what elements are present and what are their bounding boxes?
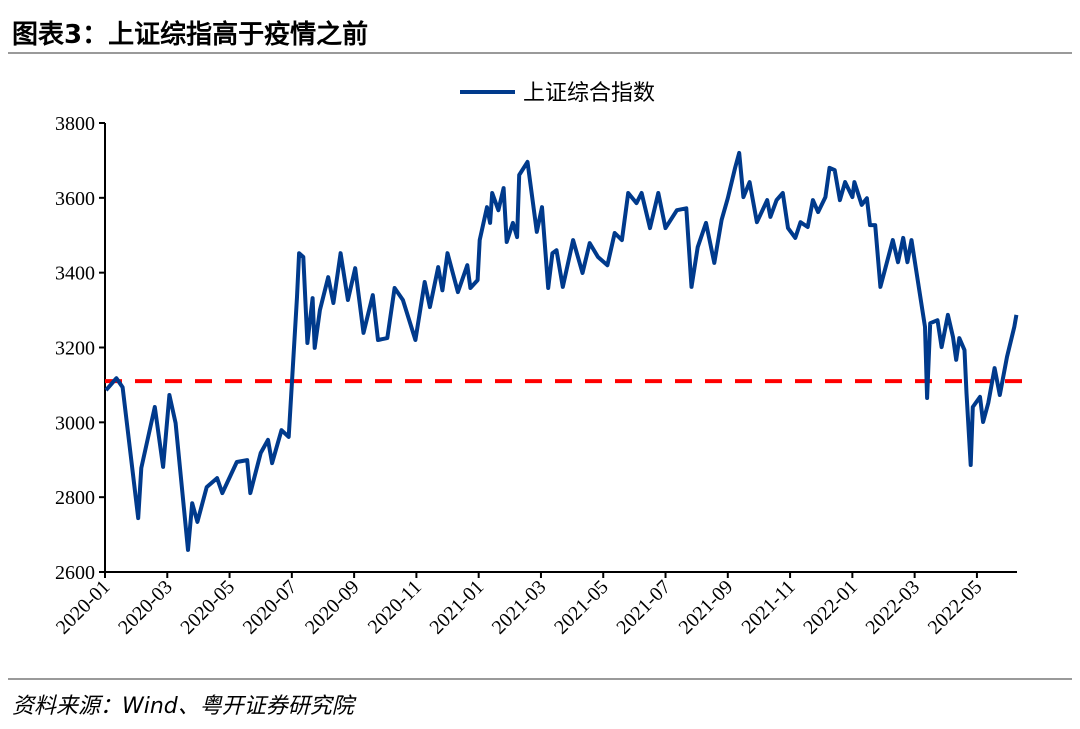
x-tick-label: 2021-07 xyxy=(612,576,675,639)
x-tick-label: 2020-03 xyxy=(114,576,177,639)
figure-title: 图表3：上证综指高于疫情之前 xyxy=(12,20,369,50)
x-tick-label: 2020-05 xyxy=(176,576,239,639)
x-tick-label: 2020-11 xyxy=(364,576,426,638)
y-tick-label: 2800 xyxy=(55,487,95,509)
x-tick-label: 2022-01 xyxy=(799,576,862,639)
x-tick-label: 2021-01 xyxy=(426,576,489,639)
y-tick-label: 3400 xyxy=(55,263,95,285)
source-note: 资料来源：Wind、粤开证券研究院 xyxy=(12,694,354,719)
legend-label: 上证综合指数 xyxy=(523,81,655,106)
x-tick-label: 2020-09 xyxy=(301,576,364,639)
y-tick-label: 3000 xyxy=(55,412,95,434)
y-tick-label: 3200 xyxy=(55,338,95,360)
x-tick-label: 2022-03 xyxy=(861,576,924,639)
x-tick-label: 2021-03 xyxy=(488,576,551,639)
y-tick-label: 2600 xyxy=(55,562,95,584)
y-tick-label: 3600 xyxy=(55,188,95,210)
x-tick-label: 2021-05 xyxy=(550,576,613,639)
x-tick-label: 2020-07 xyxy=(239,576,302,639)
title-divider xyxy=(8,52,1072,54)
y-tick-label: 3800 xyxy=(55,113,95,135)
x-tick-label: 2021-09 xyxy=(675,576,738,639)
series-line-shanghai-composite xyxy=(104,150,1019,552)
legend: 上证综合指数 xyxy=(460,81,655,106)
x-tick-label: 2022-05 xyxy=(924,576,987,639)
x-tick-label: 2020-01 xyxy=(52,576,115,639)
x-tick-label: 2021-11 xyxy=(737,576,799,638)
source-divider xyxy=(8,678,1072,680)
